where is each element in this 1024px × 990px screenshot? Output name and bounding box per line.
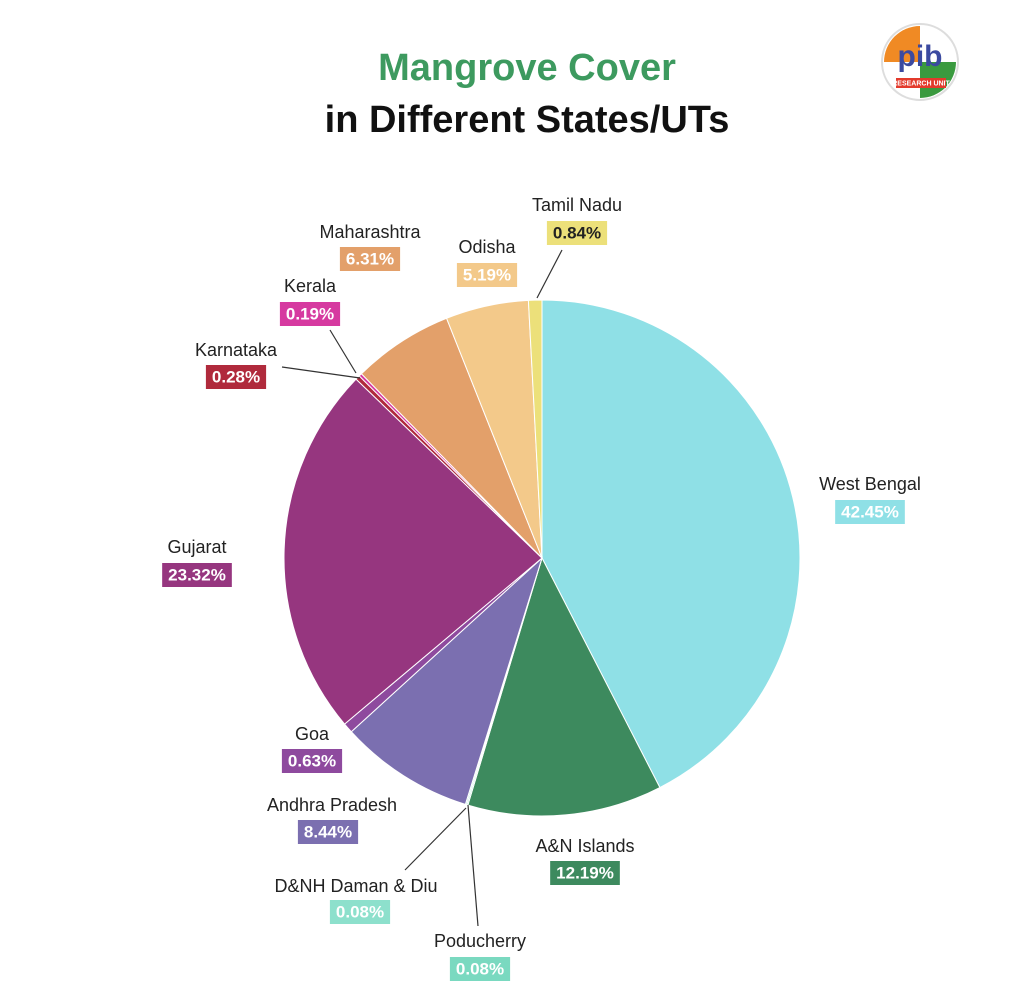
value-label: 42.45% (841, 502, 899, 521)
slice-name: Kerala (284, 276, 337, 296)
value-label-box (297, 820, 359, 844)
value-label-box (456, 263, 518, 287)
logo-saffron (884, 26, 920, 62)
value-label: 0.63% (288, 751, 336, 770)
logo: pib RESEARCH UNIT (881, 23, 959, 101)
slice-name: Gujarat (167, 537, 226, 557)
value-label: 12.19% (556, 863, 614, 882)
value-label-box (550, 861, 620, 885)
value-label-box (279, 302, 341, 326)
value-label-box (162, 563, 232, 587)
slice-name: Goa (295, 724, 330, 744)
value-label-box (329, 900, 391, 924)
value-label: 5.19% (463, 265, 511, 284)
logo-text: pib (898, 40, 943, 73)
leader-line (329, 329, 357, 374)
value-label-box (205, 365, 267, 389)
pie-slice (541, 299, 801, 789)
chart-title: Mangrove Cover (378, 47, 676, 89)
value-label: 8.44% (304, 822, 352, 841)
pie-slice (350, 556, 544, 805)
slice-name: Tamil Nadu (532, 195, 622, 215)
value-label: 0.08% (336, 902, 384, 921)
slice-name: A&N Islands (535, 836, 634, 856)
value-label: 0.19% (286, 304, 334, 323)
value-label: 0.28% (212, 367, 260, 386)
slice-name: West Bengal (819, 474, 921, 494)
slice-name: Andhra Pradesh (267, 795, 397, 815)
value-label-box (546, 221, 608, 245)
leader-line (467, 804, 479, 927)
logo-subtext: RESEARCH UNIT (892, 80, 950, 87)
pie-slice (283, 378, 543, 725)
value-label-box (835, 500, 905, 524)
value-label-box (449, 957, 511, 981)
value-label: 0.08% (456, 959, 504, 978)
slice-name: Odisha (458, 237, 516, 257)
value-label: 6.31% (346, 249, 394, 268)
chart-subtitle: in Different States/UTs (325, 99, 730, 141)
value-label: 23.32% (168, 565, 226, 584)
leader-line (404, 807, 467, 871)
leader-line (536, 249, 563, 299)
slice-name: Karnataka (195, 340, 278, 360)
pie-slice (467, 556, 661, 817)
slice-name: Poducherry (434, 931, 526, 951)
slice-name: Maharashtra (319, 222, 421, 242)
pie-slice (527, 299, 543, 559)
value-label-box (281, 749, 343, 773)
slice-name: D&NH Daman & Diu (274, 876, 437, 896)
leader-line (281, 366, 361, 379)
logo-band (896, 78, 946, 88)
value-label: 0.84% (553, 223, 601, 242)
value-label-box (339, 247, 401, 271)
